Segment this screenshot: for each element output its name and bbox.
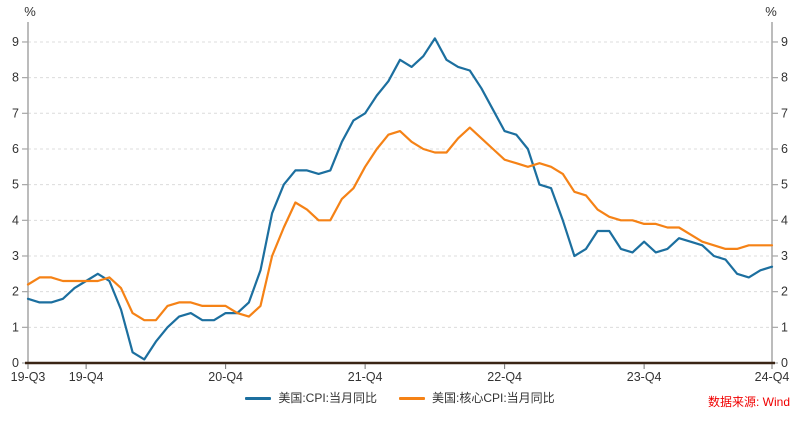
y-tick-label-left-1: 1 — [12, 320, 19, 334]
unit-label-right: % — [765, 4, 777, 19]
y-tick-label-left-3: 3 — [12, 249, 19, 263]
y-tick-label-left-9: 9 — [12, 35, 19, 49]
x-tick-label-22-Q4: 22-Q4 — [487, 370, 522, 384]
y-tick-label-left-0: 0 — [12, 356, 19, 370]
y-tick-label-right-6: 6 — [781, 142, 788, 156]
y-tick-label-right-8: 8 — [781, 71, 788, 85]
us-core-cpi-legend-label: 美国:核心CPI:当月同比 — [432, 391, 555, 405]
x-tick-label-19-Q3: 19-Q3 — [11, 370, 46, 384]
y-tick-label-right-2: 2 — [781, 285, 788, 299]
y-tick-label-right-5: 5 — [781, 178, 788, 192]
us-cpi-legend-label: 美国:CPI:当月同比 — [278, 391, 377, 405]
y-tick-label-right-1: 1 — [781, 320, 788, 334]
x-tick-label-21-Q4: 21-Q4 — [348, 370, 383, 384]
y-tick-label-left-6: 6 — [12, 142, 19, 156]
y-tick-label-left-8: 8 — [12, 71, 19, 85]
x-tick-label-20-Q4: 20-Q4 — [208, 370, 243, 384]
y-tick-label-right-3: 3 — [781, 249, 788, 263]
y-tick-label-right-0: 0 — [781, 356, 788, 370]
y-tick-label-left-5: 5 — [12, 178, 19, 192]
y-tick-label-left-2: 2 — [12, 285, 19, 299]
y-tick-label-left-7: 7 — [12, 106, 19, 120]
x-tick-label-24-Q4: 24-Q4 — [755, 370, 790, 384]
x-tick-label-23-Q4: 23-Q4 — [627, 370, 662, 384]
y-tick-label-right-7: 7 — [781, 106, 788, 120]
legend: 美国:CPI:当月同比 美国:核心CPI:当月同比 — [0, 388, 800, 408]
data-source-note: 数据来源: Wind — [707, 395, 790, 409]
us-cpi-line — [26, 37, 774, 361]
y-tick-label-right-9: 9 — [781, 35, 788, 49]
legend-item-us-core-cpi: 美国:核心CPI:当月同比 — [399, 392, 555, 404]
legend-item-us-cpi: 美国:CPI:当月同比 — [245, 392, 377, 404]
unit-label-left: % — [24, 4, 36, 19]
us-core-cpi-line — [26, 126, 774, 322]
y-tick-label-left-4: 4 — [12, 213, 19, 227]
y-tick-label-right-4: 4 — [781, 213, 788, 227]
us-cpi-line-swatch — [245, 396, 272, 400]
us-core-cpi-line-swatch — [399, 396, 425, 400]
x-tick-label-19-Q4: 19-Q4 — [69, 370, 104, 384]
